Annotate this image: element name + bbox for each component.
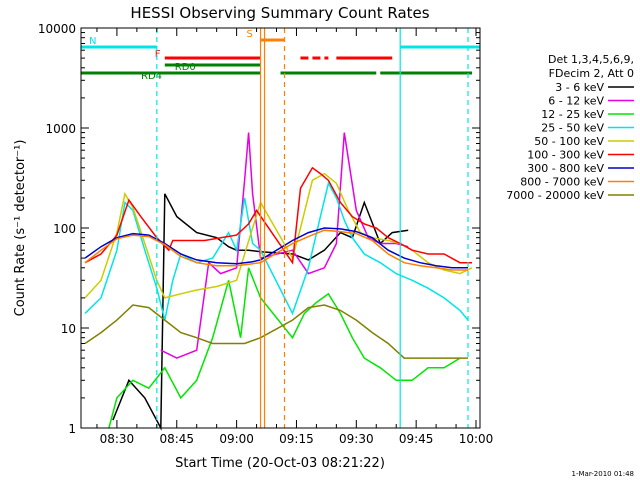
legend-label-1: 3 - 6 keV — [555, 81, 604, 94]
y-tick-label: 10 — [61, 322, 76, 336]
y-tick-label: 1000 — [45, 122, 76, 136]
x-tick-label: 09:45 — [399, 432, 434, 446]
series-line-8 — [84, 229, 468, 271]
y-tick-label: 1 — [68, 422, 76, 436]
x-tick-label: 10:00 — [459, 432, 494, 446]
legend: Det 1,3,4,5,6,9, FDecim 2, Att 0 3 - 6 k… — [506, 53, 634, 202]
legend-header-line-2: FDecim 2, Att 0 — [549, 67, 634, 80]
plot-data — [84, 132, 473, 431]
x-tick-label: 09:30 — [339, 432, 374, 446]
legend-label-4: 25 - 50 keV — [541, 122, 604, 135]
x-tick-label: 08:45 — [159, 432, 194, 446]
x-axis: 08:30 08:45 09:00 09:15 09:30 09:45 10:00 — [96, 28, 494, 446]
series-line-7 — [84, 227, 468, 269]
x-axis-label: Start Time (20-Oct-03 08:21:22) — [175, 456, 385, 471]
state-label-n: N — [89, 36, 96, 47]
markers — [156, 28, 469, 428]
series-line-4 — [84, 181, 469, 321]
legend-header-line-1: Det 1,3,4,5,6,9, — [548, 53, 634, 66]
legend-label-6: 100 - 300 keV — [527, 149, 604, 162]
x-tick-label: 08:30 — [100, 432, 135, 446]
legend-label-2: 6 - 12 keV — [548, 95, 604, 108]
series-line-3 — [108, 267, 461, 429]
legend-label-3: 12 - 25 keV — [541, 108, 604, 121]
state-label-f: F — [155, 49, 161, 60]
state-label-rd0: RD0 — [175, 62, 196, 73]
legend-label-8: 800 - 7000 keV — [520, 176, 604, 189]
series-line-6 — [84, 166, 472, 265]
y-axis-label: Count Rate (s⁻¹ detector⁻¹) — [13, 140, 28, 317]
legend-label-5: 50 - 100 keV — [534, 135, 604, 148]
x-tick-label: 09:00 — [219, 432, 254, 446]
state-bars: N F S RD0 RD4 — [81, 29, 480, 82]
y-tick-label: 10000 — [38, 22, 76, 36]
chart-title: HESSI Observing Summary Count Rates — [130, 4, 429, 22]
state-label-s: S — [247, 29, 253, 40]
series-line-9 — [84, 304, 468, 359]
y-tick-label: 100 — [53, 222, 76, 236]
series-line-1 — [112, 193, 409, 431]
legend-label-7: 300 - 800 keV — [527, 162, 604, 175]
legend-label-9: 7000 - 20000 keV — [506, 189, 604, 202]
y-axis: 1 10 100 1000 10000 — [38, 22, 480, 436]
x-tick-label: 09:15 — [279, 432, 314, 446]
footer-date: 1-Mar-2010 01:48 — [572, 470, 634, 478]
state-label-rd4: RD4 — [141, 71, 162, 82]
